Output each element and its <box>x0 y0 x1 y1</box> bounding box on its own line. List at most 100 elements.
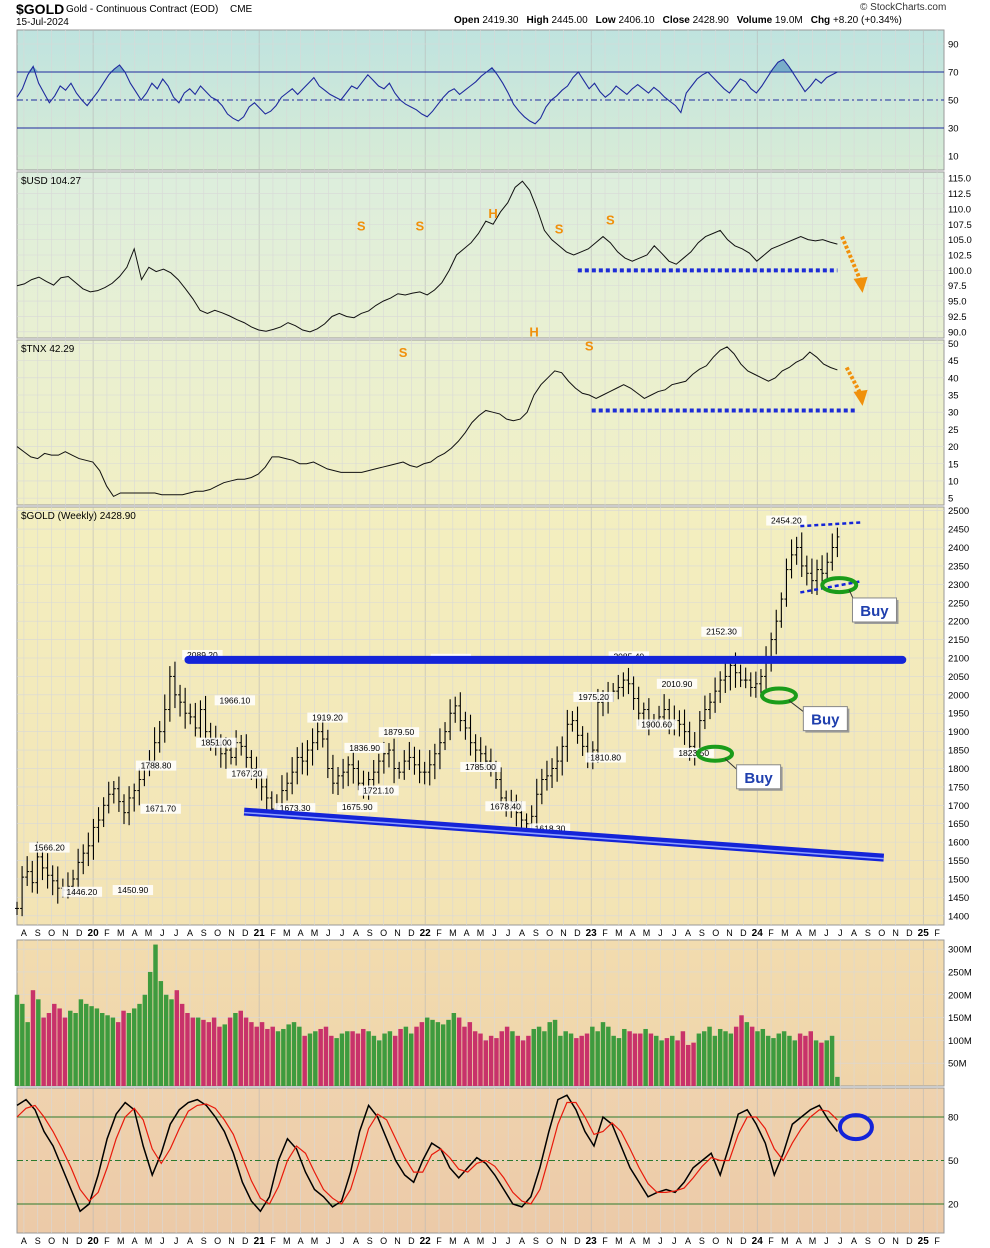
volume-bar <box>163 994 169 1086</box>
gold-price-label-bg <box>573 691 614 702</box>
volume-bar <box>99 1013 105 1086</box>
volume-bar <box>190 1017 196 1086</box>
gold-price-label-bg <box>358 785 399 796</box>
x-tick-label: A <box>353 928 359 938</box>
x-tick-label: J <box>838 928 843 938</box>
volume-bar <box>233 1013 238 1086</box>
x-tick-label: D <box>242 928 249 938</box>
y-tick-label: 2250 <box>948 598 969 609</box>
volume-bar <box>323 1026 329 1086</box>
x-tick-label: 23 <box>586 1236 598 1247</box>
y-tick-label: 112.5 <box>948 189 971 200</box>
volume-bar <box>632 1033 638 1086</box>
buy-label: Buy <box>860 603 889 620</box>
x-tick-label: A <box>132 928 138 938</box>
volume-bar <box>430 1019 435 1086</box>
volume-bar <box>78 999 84 1086</box>
x-tick-label: D <box>740 928 747 938</box>
x-tick-label: M <box>117 928 125 938</box>
x-tick-label: M <box>283 928 291 938</box>
x-tick-label: A <box>187 928 193 938</box>
gold-channel-top <box>800 521 861 528</box>
volume-bar <box>483 1040 489 1086</box>
volume-bar <box>563 1031 568 1086</box>
x-tick-label: N <box>62 928 69 938</box>
x-tick-label: A <box>685 1236 691 1246</box>
volume-bar <box>691 1042 696 1086</box>
gold-price-label-bg <box>460 762 501 773</box>
gold-price-label-bg <box>701 626 742 637</box>
volume-bar <box>760 1028 766 1086</box>
volume-bar <box>824 1040 829 1086</box>
volume-bar <box>611 1035 616 1086</box>
axes: AASSOONNDD2020FFMMAAMMJJJJAASSOONNDD2121… <box>21 40 972 1248</box>
volume-bar <box>126 1013 132 1086</box>
volume-bar <box>387 1031 393 1086</box>
volume-bar <box>201 1019 206 1086</box>
volume-bar <box>771 1038 776 1086</box>
volume-bar <box>643 1028 648 1086</box>
y-tick-label: 107.5 <box>948 220 972 231</box>
x-tick-label: S <box>699 928 705 938</box>
x-tick-label: 22 <box>420 928 432 939</box>
header-symbol: $GOLD <box>16 1 65 17</box>
volume-bar <box>600 1022 606 1086</box>
x-tick-label: D <box>906 1236 913 1246</box>
volume-bar <box>318 1028 323 1086</box>
gold-support-line <box>243 807 885 862</box>
y-tick-label: 100.0 <box>948 266 972 277</box>
volume-bar <box>110 1017 116 1086</box>
x-tick-label: A <box>796 928 802 938</box>
y-tick-label: 50 <box>948 1156 959 1167</box>
volume-bar <box>829 1035 835 1086</box>
gold-price-label: 1675.90 <box>342 802 373 812</box>
x-tick-label: 20 <box>88 928 100 939</box>
x-tick-label: S <box>533 1236 539 1246</box>
volume-bar <box>584 1033 590 1086</box>
volume-bar <box>622 1028 627 1086</box>
volume-bar <box>297 1026 302 1086</box>
x-tick-label: M <box>615 1236 623 1246</box>
volume-bar <box>25 1022 30 1086</box>
y-tick-label: 200M <box>948 990 972 1001</box>
x-tick-label: F <box>104 928 110 938</box>
volume-bar <box>57 1008 62 1086</box>
x-tick-label: M <box>117 1236 125 1246</box>
x-tick-label: N <box>726 928 733 938</box>
x-tick-label: M <box>643 928 651 938</box>
gold-price-label-bg <box>214 695 256 706</box>
header-description: Gold - Continuous Contract (EOD) <box>66 4 219 15</box>
volume-bar <box>590 1026 595 1086</box>
x-tick-label: N <box>228 1236 235 1246</box>
x-tick-label: O <box>48 1236 55 1246</box>
gold-price-label: 1823.50 <box>678 748 709 758</box>
y-tick-label: 5 <box>948 494 953 505</box>
volume-bar <box>685 1044 691 1086</box>
x-tick-label: O <box>380 1236 387 1246</box>
x-tick-label: F <box>104 1236 110 1246</box>
x-tick-label: M <box>477 928 485 938</box>
x-tick-label: D <box>574 928 581 938</box>
x-tick-label: J <box>340 1236 345 1246</box>
gold-price-label: 1810.80 <box>590 753 621 763</box>
x-tick-label: J <box>492 1236 497 1246</box>
x-tick-label: J <box>174 1236 179 1246</box>
x-tick-label: S <box>367 928 373 938</box>
gold-price-label: 2089.20 <box>187 650 218 660</box>
volume-bar <box>249 1022 254 1086</box>
x-tick-label: A <box>464 1236 470 1246</box>
x-tick-label: 25 <box>918 1236 930 1247</box>
x-tick-label: F <box>934 1236 940 1246</box>
x-tick-label: N <box>228 928 235 938</box>
volume-bar <box>787 1035 792 1086</box>
y-tick-label: 1650 <box>948 819 969 830</box>
y-tick-label: 150M <box>948 1013 972 1024</box>
x-tick-label: F <box>270 928 276 938</box>
gold-price-label: 1966.10 <box>219 695 250 705</box>
volume-bar <box>275 1031 281 1086</box>
x-tick-label: A <box>298 928 304 938</box>
x-tick-label: J <box>160 928 165 938</box>
x-tick-label: A <box>187 1236 193 1246</box>
gold-price-label: 1721.10 <box>363 786 394 796</box>
x-tick-label: J <box>824 928 829 938</box>
